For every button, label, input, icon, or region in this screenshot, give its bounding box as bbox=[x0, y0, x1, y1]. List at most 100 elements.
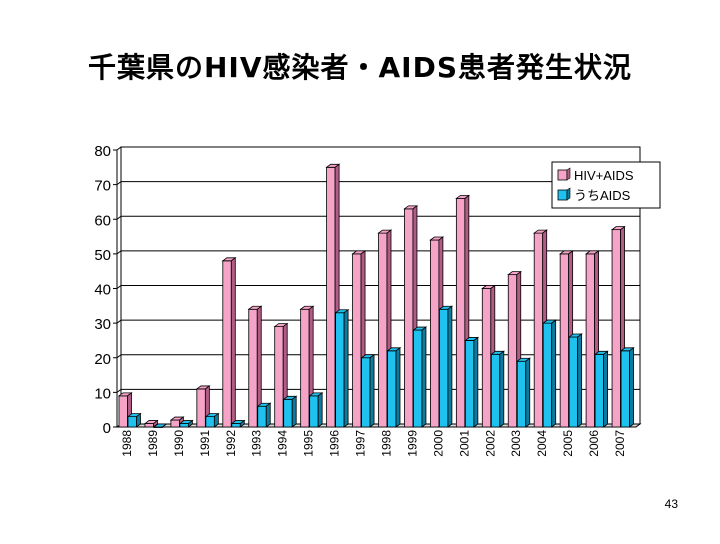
bar-side bbox=[525, 357, 531, 428]
y-tick-label: 80 bbox=[94, 143, 111, 160]
bar-hiv-aids bbox=[118, 395, 128, 428]
bar-hiv-aids bbox=[196, 388, 206, 428]
x-tick-label: 1993 bbox=[250, 430, 264, 457]
bar-aids bbox=[387, 350, 397, 428]
bar-side bbox=[187, 419, 193, 428]
bar-hiv-aids bbox=[326, 166, 336, 428]
bar-side bbox=[343, 308, 349, 428]
bar-aids bbox=[205, 416, 215, 428]
y-tick-label: 50 bbox=[94, 247, 111, 264]
y-tick-label: 10 bbox=[94, 385, 111, 402]
x-tick-label: 2006 bbox=[587, 430, 601, 457]
gridline-depth bbox=[116, 388, 122, 393]
x-tick-label: 1991 bbox=[198, 430, 212, 457]
y-tick-label: 0 bbox=[103, 420, 111, 437]
bar-side bbox=[213, 412, 219, 428]
legend-swatch bbox=[557, 189, 568, 201]
bar-aids bbox=[257, 405, 267, 428]
bar-hiv-aids bbox=[429, 239, 440, 428]
bar-aids bbox=[568, 336, 579, 428]
x-tick-label: 1995 bbox=[302, 430, 316, 457]
x-tick-label: 1997 bbox=[354, 430, 368, 457]
y-tick-label: 60 bbox=[94, 212, 111, 229]
gridline-depth bbox=[116, 250, 122, 255]
tick-labels: 0 10 20 30 40 50 60 70 80 1988 1989 1990 1991 1992 199… bbox=[94, 143, 627, 457]
bar-side bbox=[265, 402, 271, 428]
bar-aids bbox=[516, 360, 527, 428]
bar-aids bbox=[542, 322, 553, 428]
bar-side bbox=[162, 423, 167, 428]
bar-aids bbox=[413, 329, 423, 428]
bar-hiv-aids bbox=[559, 253, 570, 428]
y-axis-top bbox=[116, 146, 122, 151]
x-tick-label: 1990 bbox=[172, 430, 186, 457]
y-tick-label: 40 bbox=[94, 282, 111, 299]
bar-hiv-aids bbox=[611, 229, 621, 428]
bar-aids bbox=[464, 340, 475, 428]
bar-side bbox=[395, 347, 401, 428]
x-tick-label: 2007 bbox=[613, 430, 627, 457]
legend-swatch-side bbox=[566, 167, 571, 181]
gridline-depth bbox=[116, 354, 122, 359]
bar-side bbox=[473, 336, 479, 428]
legend-label: HIV+AIDS bbox=[574, 168, 634, 183]
bar-aids bbox=[335, 312, 345, 428]
bar-hiv-aids bbox=[481, 288, 492, 428]
bar-hiv-aids bbox=[352, 253, 362, 428]
bar-aids bbox=[490, 353, 501, 428]
bar-side bbox=[421, 326, 427, 428]
gridline-depth bbox=[116, 285, 122, 289]
x-tick-label: 2002 bbox=[483, 430, 497, 457]
x-tick-label: 1998 bbox=[379, 430, 393, 457]
bar-aids bbox=[231, 423, 241, 428]
x-tick-label: 1988 bbox=[120, 430, 134, 457]
bar-hiv-aids bbox=[144, 423, 154, 428]
bar-side bbox=[551, 319, 557, 428]
gridline-depth bbox=[116, 215, 122, 220]
bar-side bbox=[447, 305, 453, 428]
slide-title: 千葉県のHIV感染者・AIDS患者発生状況 bbox=[87, 51, 633, 84]
bar-side bbox=[603, 350, 608, 428]
bars bbox=[117, 163, 635, 428]
bar-side bbox=[369, 353, 375, 428]
bar-aids bbox=[179, 423, 189, 428]
bar-hiv-aids bbox=[585, 253, 595, 428]
bar-hiv-aids bbox=[507, 274, 518, 428]
bar-side bbox=[136, 412, 141, 428]
bar-aids bbox=[283, 398, 293, 428]
bar-hiv-aids bbox=[455, 198, 466, 428]
y-tick-label: 20 bbox=[94, 351, 111, 368]
bar-side bbox=[629, 347, 634, 428]
bar-hiv-aids bbox=[300, 308, 310, 428]
x-tick-label: 1989 bbox=[146, 430, 160, 457]
bar-side bbox=[230, 256, 236, 428]
gridline-depth bbox=[116, 181, 122, 186]
x-tick-label: 2004 bbox=[535, 430, 549, 457]
bar-side bbox=[291, 395, 297, 428]
bar-aids bbox=[127, 416, 137, 428]
bar-aids bbox=[438, 308, 449, 428]
bar-side bbox=[317, 392, 323, 428]
gridline-depth bbox=[116, 319, 122, 324]
y-tick-label: 70 bbox=[94, 178, 111, 195]
bar-hiv-aids bbox=[170, 419, 180, 428]
legend-swatch bbox=[557, 169, 568, 181]
bar-aids bbox=[361, 357, 371, 428]
bar-hiv-aids bbox=[378, 232, 388, 428]
bar-hiv-aids bbox=[222, 260, 232, 428]
x-tick-label: 2001 bbox=[457, 430, 471, 457]
bar-hiv-aids bbox=[404, 208, 414, 428]
legend-swatch-side bbox=[566, 187, 571, 201]
x-tick-label: 2003 bbox=[509, 430, 523, 457]
bar-hiv-aids bbox=[274, 326, 284, 428]
slide-number: 43 bbox=[664, 497, 678, 511]
bar-aids bbox=[620, 350, 630, 428]
x-tick-label: 1994 bbox=[276, 430, 290, 457]
x-tick-label: 1996 bbox=[328, 430, 342, 457]
bar-hiv-aids bbox=[248, 308, 258, 428]
x-tick-label: 1992 bbox=[224, 430, 238, 457]
bar-side bbox=[499, 350, 505, 428]
x-tick-label: 1999 bbox=[405, 430, 419, 457]
